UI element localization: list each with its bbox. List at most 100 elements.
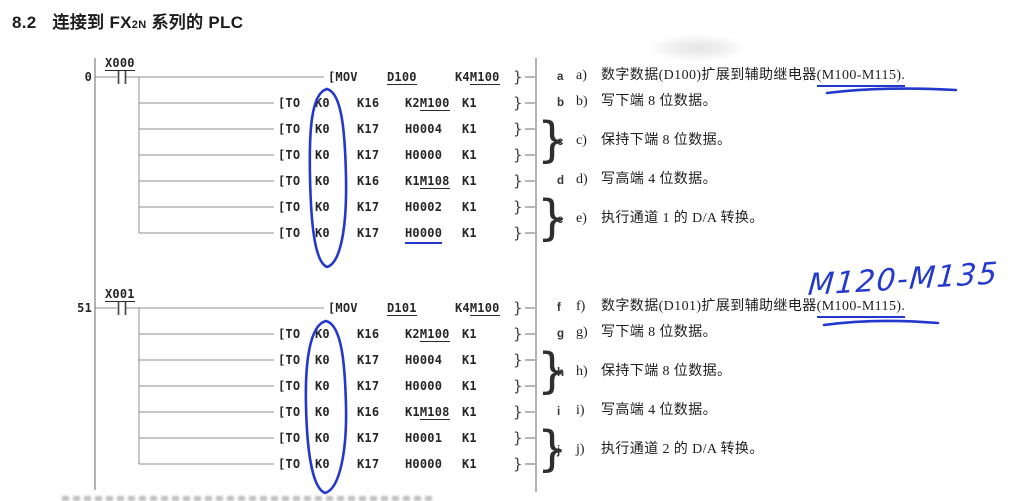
- operand-device: M108: [419, 405, 450, 420]
- rung-end-bracket: }: [513, 299, 523, 317]
- scan-smudge: [652, 36, 744, 60]
- section-number: 8.2: [12, 13, 37, 32]
- operand-pre: K0: [315, 431, 330, 445]
- operand-device: D100: [387, 70, 417, 85]
- operand-pre: H0000: [405, 379, 443, 393]
- operand-pre: K17: [357, 200, 380, 214]
- annotation-letter: g: [557, 325, 564, 343]
- operand: H0000: [405, 225, 443, 244]
- operand-pre: K17: [357, 353, 380, 367]
- operand-pre: K17: [357, 431, 380, 445]
- annotation-letter-text: j: [557, 445, 561, 457]
- annotation-letter: c: [557, 133, 563, 151]
- step-number-text: 0: [84, 70, 92, 84]
- instruction-op: [TO: [278, 430, 300, 446]
- operand: K17: [357, 456, 379, 472]
- rung-end-bracket: }: [513, 403, 523, 421]
- annotation-label-text: g): [576, 325, 588, 340]
- annotation-label: e): [576, 210, 587, 228]
- operand-pre: K1: [462, 327, 477, 341]
- operand-pre: H0001: [405, 431, 443, 445]
- operand-pre: K4: [455, 301, 470, 315]
- annotation-letter: f: [557, 299, 561, 317]
- operand-pre: K17: [357, 379, 380, 393]
- operand-pre: K17: [357, 148, 380, 162]
- annotation-text: 保持下端 8 位数据。: [601, 132, 731, 150]
- instruction-op: [TO: [278, 121, 300, 137]
- instruction-op: [MOV: [328, 69, 358, 85]
- operand: K1: [462, 121, 477, 137]
- annotation-letter-text: f: [557, 302, 561, 314]
- operand-pre: K1: [405, 405, 420, 419]
- operand: K0: [315, 225, 330, 241]
- operand: K0: [315, 352, 330, 368]
- annotation-text: 数字数据(D101)扩展到辅助继电器(M100-M115).: [601, 298, 906, 318]
- operand: K1: [462, 173, 477, 189]
- instruction-op: [MOV: [328, 300, 358, 316]
- instruction-op: [TO: [278, 199, 300, 215]
- operand-pre: K2: [405, 96, 420, 110]
- contact-label-wrap: X000: [105, 55, 135, 71]
- operand: K16: [357, 326, 379, 342]
- annotation-text-pre: 写高端 4 位数据。: [601, 172, 717, 187]
- operand: K0: [315, 326, 330, 342]
- annotation-text: 写下端 8 位数据。: [601, 93, 717, 111]
- operand: K0: [315, 121, 330, 137]
- rung-end-bracket: }: [513, 224, 523, 242]
- operand: K0: [315, 95, 330, 111]
- operand-device: M108: [419, 174, 450, 189]
- rung-end-bracket: }: [513, 68, 523, 86]
- operand: K0: [315, 456, 330, 472]
- annotation-letter: j: [557, 442, 560, 460]
- operand: K0: [315, 404, 330, 420]
- operand-pre: H0004: [405, 122, 443, 136]
- annotation-label: h): [576, 363, 588, 381]
- op-text: [TO: [278, 96, 301, 110]
- instruction-op: [TO: [278, 456, 300, 472]
- operand: K17: [357, 378, 379, 394]
- annotation-text-pre: 写高端 4 位数据。: [601, 403, 717, 418]
- annotation-text-marked: (M100-M115).: [816, 68, 906, 87]
- operand-pre: K1: [462, 379, 477, 393]
- instruction-op: [TO: [278, 326, 300, 342]
- operand: K1: [462, 225, 477, 241]
- operand: K0: [315, 378, 330, 394]
- instruction-op: [TO: [278, 147, 300, 163]
- annotation-label-text: a): [576, 68, 587, 83]
- contact-label: X001: [105, 287, 135, 302]
- annotation-letter-text: b: [557, 97, 565, 109]
- operand: H0000: [405, 456, 442, 472]
- operand-pre: K0: [315, 226, 330, 240]
- annotation-brace: }: [537, 343, 568, 399]
- operand: K4M100: [455, 69, 500, 85]
- operand-device: M100: [419, 96, 450, 111]
- annotation-text: 写下端 8 位数据。: [601, 324, 717, 342]
- operand-pre: K1: [462, 148, 477, 162]
- rung-end-bracket: }: [513, 429, 523, 447]
- operand-pre: K0: [315, 353, 330, 367]
- annotation-text-pre: 执行通道 2 的 D/A 转换。: [601, 442, 764, 457]
- operand-pre: K1: [405, 174, 420, 188]
- operand-pre: K1: [462, 226, 477, 240]
- annotation-text: 执行通道 1 的 D/A 转换。: [601, 210, 764, 228]
- operand-pre: H0002: [405, 200, 443, 214]
- annotation-letter-text: g: [557, 328, 565, 340]
- operand: D101: [387, 300, 417, 316]
- op-text: [TO: [278, 431, 301, 445]
- annotation-letter-text: i: [557, 406, 561, 418]
- annotation-letter-text: h: [557, 367, 565, 379]
- op-text: [TO: [278, 353, 301, 367]
- operand-pre: H0000: [405, 226, 443, 244]
- section-text-pre: 连接到 FX: [52, 13, 132, 32]
- op-text: [TO: [278, 174, 301, 188]
- operand-pre: K0: [315, 327, 330, 341]
- annotation-text-pre: 保持下端 8 位数据。: [601, 133, 732, 148]
- op-text: [TO: [278, 200, 301, 214]
- operand-device: M100: [469, 301, 500, 316]
- step-number-text: 51: [77, 301, 92, 315]
- instruction-op: [TO: [278, 225, 300, 241]
- operand: K2M100: [405, 326, 450, 342]
- annotation-label-text: j): [576, 442, 585, 457]
- operand: K2M100: [405, 95, 450, 111]
- rung-end-bracket: }: [513, 455, 523, 473]
